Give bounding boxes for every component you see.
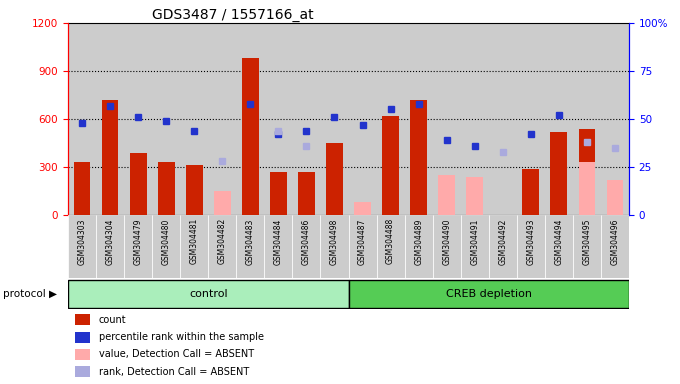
Bar bbox=[320, 215, 349, 278]
Text: count: count bbox=[99, 315, 126, 325]
Bar bbox=[607, 180, 624, 215]
Bar bbox=[96, 23, 124, 215]
Bar bbox=[579, 162, 596, 215]
Bar bbox=[405, 215, 432, 278]
Bar bbox=[130, 152, 147, 215]
Bar bbox=[601, 215, 629, 278]
Text: GSM304304: GSM304304 bbox=[105, 218, 114, 265]
Bar bbox=[545, 215, 573, 278]
Text: GSM304483: GSM304483 bbox=[246, 218, 255, 265]
Bar bbox=[292, 215, 320, 278]
Text: GSM304494: GSM304494 bbox=[554, 218, 563, 265]
Bar bbox=[208, 215, 237, 278]
Bar bbox=[432, 215, 461, 278]
Bar bbox=[517, 215, 545, 278]
Bar bbox=[298, 172, 315, 215]
Text: GDS3487 / 1557166_at: GDS3487 / 1557166_at bbox=[152, 8, 313, 22]
Bar bbox=[242, 58, 258, 215]
Bar bbox=[124, 215, 152, 278]
Text: GSM304495: GSM304495 bbox=[583, 218, 592, 265]
Bar bbox=[73, 162, 90, 215]
Text: percentile rank within the sample: percentile rank within the sample bbox=[99, 332, 264, 342]
Bar bbox=[68, 280, 348, 308]
Bar bbox=[237, 23, 265, 215]
Text: value, Detection Call = ABSENT: value, Detection Call = ABSENT bbox=[99, 349, 254, 359]
Text: GSM304482: GSM304482 bbox=[218, 218, 226, 265]
Bar bbox=[158, 162, 175, 215]
Text: GSM304479: GSM304479 bbox=[134, 218, 143, 265]
Bar bbox=[461, 215, 489, 278]
Bar bbox=[326, 143, 343, 215]
Bar bbox=[377, 23, 405, 215]
Bar bbox=[517, 23, 545, 215]
Bar bbox=[96, 215, 124, 278]
Bar bbox=[152, 23, 180, 215]
Bar bbox=[208, 23, 237, 215]
Bar bbox=[265, 23, 292, 215]
Bar bbox=[214, 191, 231, 215]
Text: rank, Detection Call = ABSENT: rank, Detection Call = ABSENT bbox=[99, 367, 249, 377]
Bar bbox=[551, 132, 567, 215]
Text: GSM304486: GSM304486 bbox=[302, 218, 311, 265]
Bar bbox=[186, 166, 203, 215]
Bar bbox=[573, 215, 601, 278]
Text: GSM304491: GSM304491 bbox=[471, 218, 479, 265]
Bar bbox=[601, 23, 629, 215]
Bar bbox=[466, 177, 483, 215]
Text: GSM304490: GSM304490 bbox=[442, 218, 451, 265]
Text: GSM304489: GSM304489 bbox=[414, 218, 423, 265]
Bar bbox=[489, 215, 517, 278]
Bar bbox=[489, 23, 517, 215]
Text: GSM304487: GSM304487 bbox=[358, 218, 367, 265]
Bar bbox=[461, 23, 489, 215]
Text: CREB depletion: CREB depletion bbox=[446, 289, 532, 299]
Bar bbox=[348, 280, 629, 308]
Text: GSM304498: GSM304498 bbox=[330, 218, 339, 265]
Bar bbox=[180, 23, 208, 215]
Bar bbox=[124, 23, 152, 215]
Text: GSM304484: GSM304484 bbox=[274, 218, 283, 265]
Bar bbox=[522, 169, 539, 215]
Bar bbox=[405, 23, 432, 215]
Bar bbox=[102, 100, 118, 215]
Bar bbox=[573, 23, 601, 215]
Bar bbox=[152, 215, 180, 278]
Bar bbox=[382, 116, 399, 215]
Bar bbox=[68, 23, 96, 215]
Bar bbox=[270, 172, 287, 215]
Text: GSM304496: GSM304496 bbox=[611, 218, 619, 265]
Bar bbox=[432, 23, 461, 215]
Bar bbox=[237, 215, 265, 278]
Bar bbox=[377, 215, 405, 278]
Bar bbox=[320, 23, 349, 215]
Bar bbox=[545, 23, 573, 215]
Bar bbox=[410, 100, 427, 215]
Text: GSM304493: GSM304493 bbox=[526, 218, 535, 265]
Bar bbox=[579, 129, 596, 215]
Bar bbox=[68, 215, 96, 278]
Bar bbox=[292, 23, 320, 215]
Text: control: control bbox=[189, 289, 228, 299]
Bar bbox=[265, 215, 292, 278]
Text: GSM304480: GSM304480 bbox=[162, 218, 171, 265]
Text: GSM304303: GSM304303 bbox=[78, 218, 86, 265]
Text: protocol ▶: protocol ▶ bbox=[3, 289, 57, 299]
Text: GSM304488: GSM304488 bbox=[386, 218, 395, 265]
Bar bbox=[438, 175, 455, 215]
Bar bbox=[348, 215, 377, 278]
Bar bbox=[354, 202, 371, 215]
Text: GSM304492: GSM304492 bbox=[498, 218, 507, 265]
Bar bbox=[348, 23, 377, 215]
Text: GSM304481: GSM304481 bbox=[190, 218, 199, 265]
Bar bbox=[180, 215, 208, 278]
